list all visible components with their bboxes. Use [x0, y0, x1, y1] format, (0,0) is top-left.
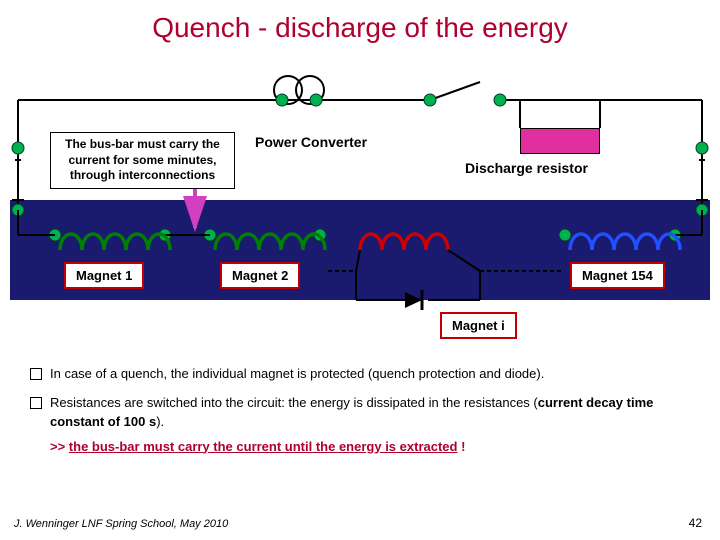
page-title: Quench - discharge of the energy — [0, 0, 720, 44]
magnet-2-label: Magnet 2 — [220, 262, 300, 289]
bullet-list: In case of a quench, the individual magn… — [30, 365, 690, 466]
circuit-diagram: The bus-bar must carry the current for s… — [10, 60, 710, 340]
b2-p1: Resistances are switched into the circui… — [50, 395, 538, 410]
busbar-callout: The bus-bar must carry the current for s… — [50, 132, 235, 189]
b2-tail-suffix: ! — [457, 439, 465, 454]
magnet-154-label: Magnet 154 — [570, 262, 665, 289]
discharge-resistor-label: Discharge resistor — [465, 160, 588, 176]
callout-l2: current for some minutes, — [68, 153, 216, 167]
magnet-1-label: Magnet 1 — [64, 262, 144, 289]
slide-number: 42 — [689, 516, 702, 530]
footer-attribution: J. Wenninger LNF Spring School, May 2010 — [14, 518, 228, 530]
b2-tail-main: the bus-bar must carry the current until… — [69, 439, 458, 454]
power-converter-label: Power Converter — [255, 134, 367, 150]
callout-l1: The bus-bar must carry the — [65, 137, 220, 151]
bullet-1: In case of a quench, the individual magn… — [30, 365, 690, 384]
b2-tail-prefix: >> — [50, 439, 69, 454]
callout-l3: through interconnections — [70, 168, 215, 182]
magnet-i-label: Magnet i — [440, 312, 517, 339]
discharge-resistor-box — [520, 128, 600, 154]
bullet-2: Resistances are switched into the circui… — [30, 394, 690, 457]
b1-text: In case of a quench, the individual magn… — [50, 366, 544, 381]
b2-p3: ). — [156, 414, 164, 429]
